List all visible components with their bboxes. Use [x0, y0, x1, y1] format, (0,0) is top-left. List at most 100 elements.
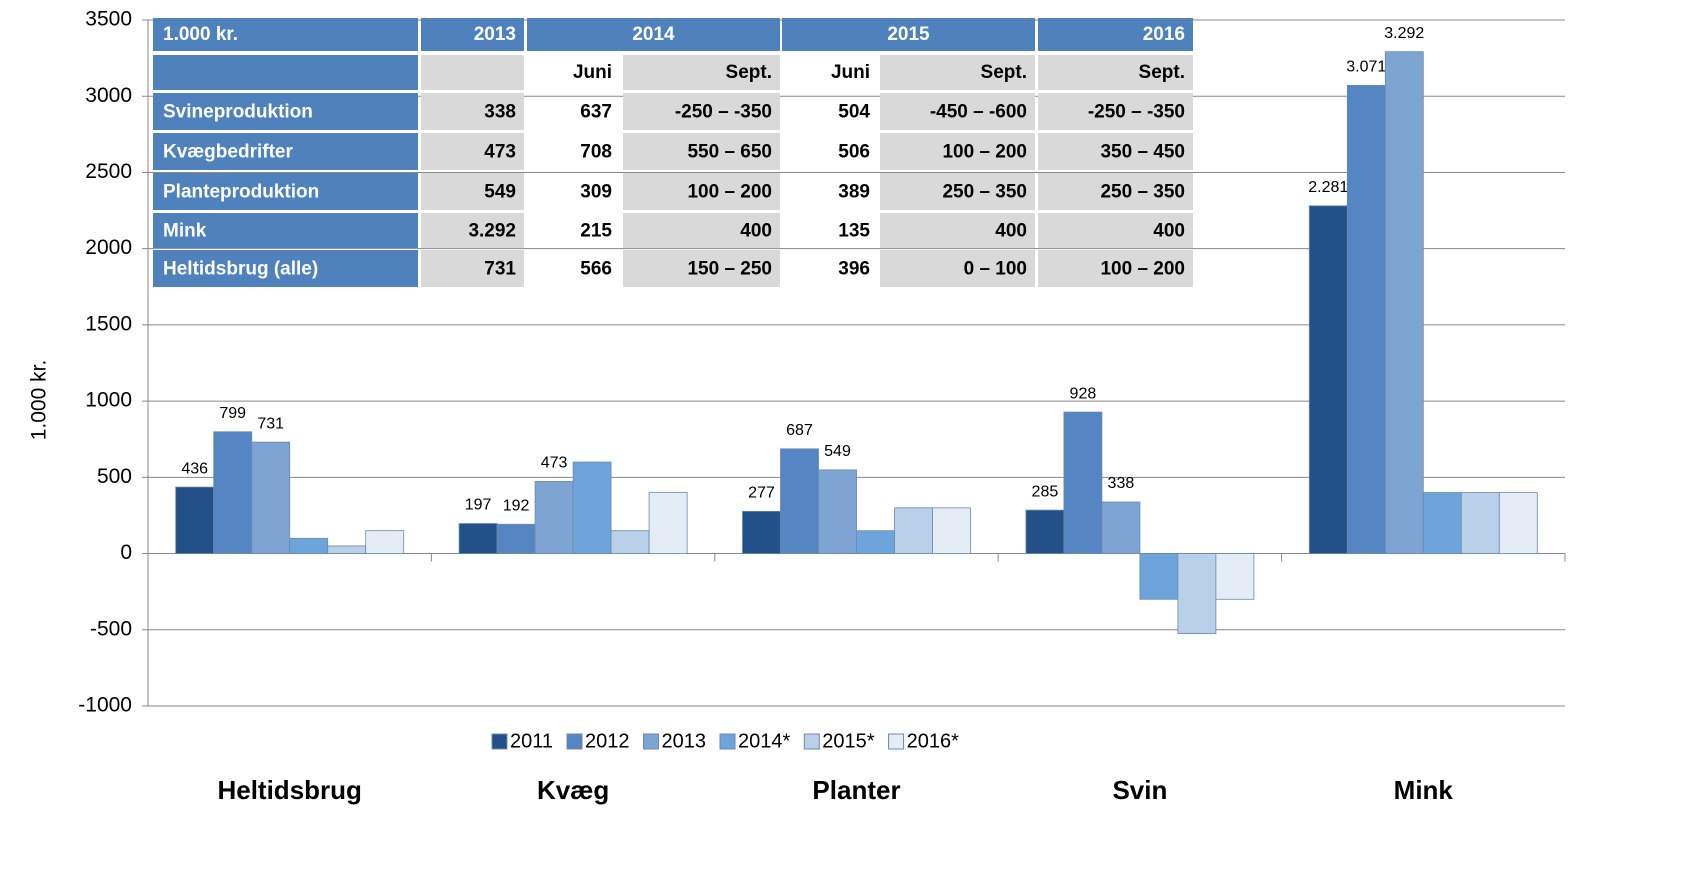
- table-cell: [1038, 133, 1193, 170]
- table-value: 250 – 350: [1100, 182, 1185, 203]
- table-value: 215: [580, 221, 612, 242]
- table-cell: [421, 93, 524, 130]
- table-value: 731: [484, 259, 516, 280]
- table-header-cell: [782, 18, 1035, 51]
- table-subheader: Sept.: [1139, 62, 1185, 83]
- y-tick-label: -500: [90, 617, 132, 640]
- table-cell: [1038, 55, 1193, 90]
- table-header-cell: [1038, 18, 1193, 51]
- table-value: 566: [580, 259, 612, 280]
- table-value: 389: [838, 182, 870, 203]
- table-cell: [880, 55, 1035, 90]
- table-value: 473: [484, 142, 516, 163]
- bar: [648, 492, 688, 554]
- legend-label: 2014*: [738, 730, 790, 752]
- y-tick-label: -1000: [78, 694, 132, 717]
- data-label: 687: [786, 422, 813, 439]
- table-value: 250 – 350: [942, 182, 1027, 203]
- table-subheader: Sept.: [726, 62, 772, 83]
- bar: [610, 530, 650, 554]
- table-cell: [421, 213, 524, 248]
- legend-swatch: [719, 733, 736, 750]
- table-value: 100 – 200: [1100, 259, 1185, 280]
- table-header: 2015: [887, 24, 930, 45]
- table-header: 2016: [1143, 24, 1185, 45]
- table-value: 506: [838, 142, 870, 163]
- bar: [251, 441, 291, 554]
- table-value: 400: [740, 221, 772, 242]
- legend-swatch: [491, 733, 508, 750]
- table-header-cell: [153, 18, 418, 51]
- bar: [496, 523, 536, 554]
- table-header: 1.000 kr.: [163, 24, 238, 45]
- table-value: 0 – 100: [964, 259, 1027, 280]
- table-value: 708: [580, 142, 612, 163]
- bar: [327, 545, 367, 554]
- table-row-label: Heltidsbrug (alle): [163, 259, 318, 280]
- legend-label: 2015*: [822, 730, 874, 752]
- table-row-label: Kvægbedrifter: [163, 142, 293, 163]
- x-tick-label: Svin: [1112, 775, 1167, 805]
- table-cell: [880, 250, 1035, 287]
- table-cell: [153, 250, 418, 287]
- table-value: 400: [995, 221, 1027, 242]
- bar: [213, 431, 253, 554]
- bar: [1177, 553, 1217, 634]
- table-cell: [623, 213, 780, 248]
- bar: [1063, 411, 1103, 554]
- legend-label: 2016*: [907, 730, 959, 752]
- legend-label: 2013: [662, 730, 707, 752]
- y-tick-label: 2500: [85, 160, 132, 183]
- y-tick-label: 3000: [85, 84, 132, 107]
- table-cell: [153, 93, 418, 130]
- data-label: 549: [824, 443, 851, 460]
- y-tick-label: 1500: [85, 312, 132, 335]
- table-cell: [623, 55, 780, 90]
- bar: [1101, 501, 1141, 554]
- x-tick-label: Mink: [1394, 775, 1454, 805]
- x-tick-label: Planter: [812, 775, 900, 805]
- table-cell: [153, 133, 418, 170]
- y-axis-label: 1.000 kr.: [28, 360, 51, 441]
- bar: [1346, 84, 1386, 554]
- x-tick-label: Kvæg: [537, 775, 609, 805]
- table-row-label: Planteproduktion: [163, 182, 319, 203]
- table-row-label: Mink: [163, 221, 207, 242]
- data-label: 285: [1032, 483, 1059, 500]
- data-label: 277: [748, 485, 775, 502]
- y-tick-label: 1000: [85, 389, 132, 412]
- data-label: 192: [503, 498, 530, 515]
- bar: [1422, 492, 1462, 554]
- table-value: 309: [580, 182, 612, 203]
- y-tick-label: 3500: [85, 8, 132, 31]
- data-label: 2.281: [1308, 179, 1348, 196]
- table-value: -250 – -350: [675, 102, 772, 123]
- bar: [856, 530, 895, 554]
- table-cell: [1038, 213, 1193, 248]
- y-tick-label: 500: [97, 465, 132, 488]
- table-cell: [880, 93, 1035, 130]
- table-cell: [1038, 250, 1193, 287]
- data-label: 436: [181, 460, 208, 477]
- table-cell: [1038, 93, 1193, 130]
- table-value: 135: [838, 221, 870, 242]
- table-cell: [880, 173, 1035, 210]
- legend-swatch: [803, 733, 820, 750]
- legend-swatch: [566, 733, 583, 750]
- x-tick-label: Heltidsbrug: [217, 775, 361, 805]
- bar: [1025, 509, 1065, 554]
- table-value: 504: [838, 102, 870, 123]
- table-subheader: Juni: [573, 62, 612, 83]
- legend-label: 2012: [585, 730, 630, 752]
- data-label: 338: [1108, 475, 1135, 492]
- bar: [458, 523, 498, 554]
- table-cell: [880, 213, 1035, 248]
- y-tick-label: 2000: [85, 236, 132, 259]
- bar: [289, 537, 329, 554]
- bar: [1215, 553, 1255, 600]
- table-subheader: Juni: [831, 62, 870, 83]
- bar: [780, 448, 819, 554]
- table-header: 2013: [474, 24, 516, 45]
- table-cell: [1038, 173, 1193, 210]
